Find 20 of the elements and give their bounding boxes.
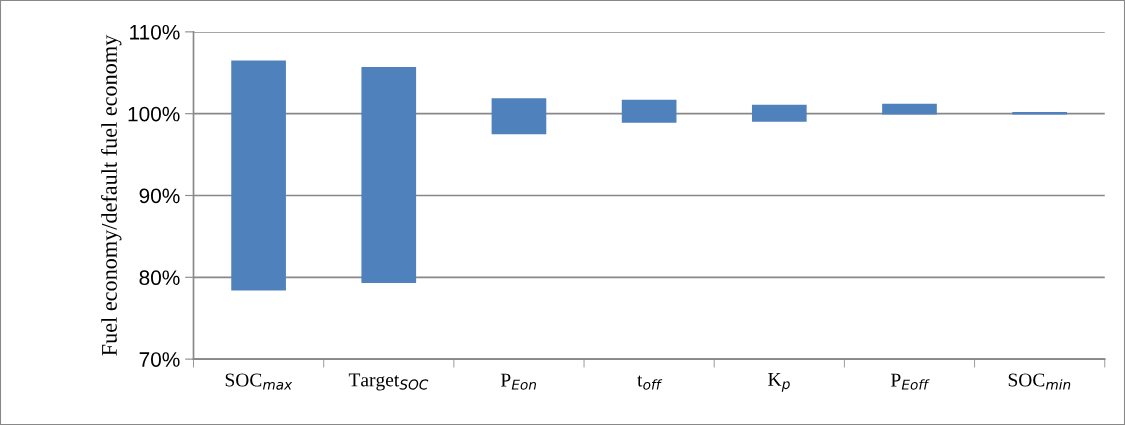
- x-tick-label: SOC$_{max}$: [225, 373, 293, 390]
- x-tick-label: K$_{p}$: [768, 373, 790, 392]
- x-tick-label: P$_{Eon}$: [500, 373, 537, 390]
- bar: [882, 103, 937, 115]
- bar: [231, 60, 286, 291]
- y-tick-label: 100%: [128, 106, 180, 122]
- y-tick-label: 80%: [139, 270, 180, 286]
- x-tick-label: Target$_{SOC}$: [348, 373, 429, 391]
- y-tick-label: 70%: [139, 352, 180, 367]
- y-tick-label: 90%: [139, 188, 180, 204]
- bar: [621, 99, 677, 123]
- y-tick-label: 110%: [130, 24, 180, 40]
- x-tick-label: SOC$_{min}$: [1008, 373, 1071, 390]
- bar: [361, 67, 417, 284]
- bar: [491, 98, 547, 135]
- bar: [751, 104, 807, 122]
- bar: [1012, 112, 1067, 115]
- y-axis-title: Fuel economy/default fuel economy: [101, 34, 122, 356]
- x-tick-label: P$_{Eoff}$: [890, 373, 930, 390]
- x-tick-label: t$_{off}$: [637, 375, 663, 390]
